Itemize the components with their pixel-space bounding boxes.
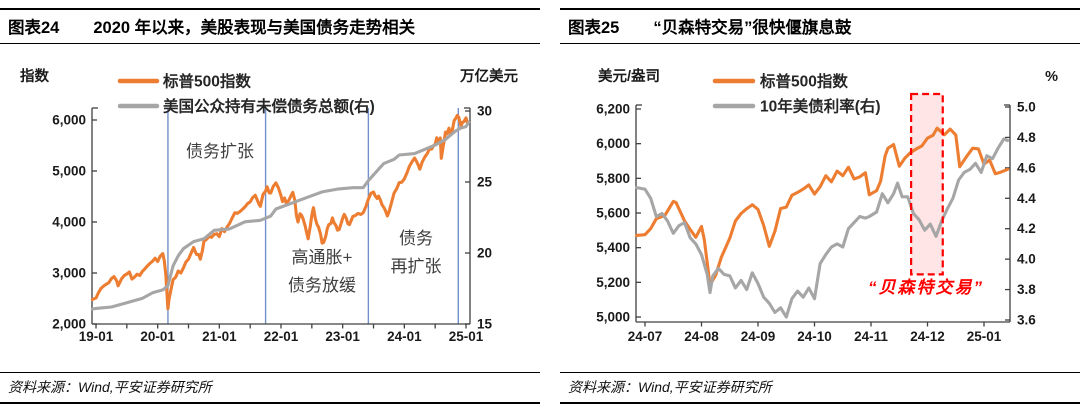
us-public-debt-legend-label: 美国公众持有未偿债务总额(右) (163, 97, 375, 116)
right-tick-label: 4.0 (1017, 252, 1036, 267)
highlight-rect-fill (911, 94, 943, 275)
right-axis-unit-label: 万亿美元 (459, 67, 518, 85)
figure-tag: 图表25 (568, 19, 620, 37)
right-tick-label: 15 (477, 317, 493, 332)
x-tick-label: 24-10 (797, 329, 832, 344)
figure-25: 图表25 “贝森特交易”很快偃旗息鼓 6,200 6,000 5,800 5,600 5… (560, 8, 1080, 404)
left-tick-label: 5,600 (596, 206, 630, 221)
right-tick-label: 3.8 (1017, 282, 1036, 297)
figure-title-text: 2020 年以来，美股表现与美国债务走势相关 (93, 19, 416, 37)
figure-25-title: 图表25 “贝森特交易”很快偃旗息鼓 (560, 8, 1080, 44)
x-tick-label: 19-01 (79, 329, 114, 344)
x-tick-label: 24-09 (741, 329, 776, 344)
right-tick-label: 3.6 (1017, 313, 1036, 328)
x-tick-label: 22-01 (264, 329, 299, 344)
right-tick-label: 4.4 (1017, 191, 1036, 206)
left-tick-label: 5,400 (596, 240, 630, 255)
highlight-rect-border (910, 92, 944, 276)
chart-annotation: “贝森特交易” (868, 278, 984, 297)
chart-annotation: 再扩张 (391, 257, 442, 276)
left-tick-label: 2,000 (52, 317, 86, 332)
source-text: 资料来源：Wind,平安证券研究所 (8, 379, 212, 395)
figure-25-source: 资料来源：Wind,平安证券研究所 (560, 372, 1080, 404)
x-tick-label: 23-01 (325, 329, 360, 344)
left-tick-label: 5,000 (596, 310, 630, 325)
left-axis-unit-label: 美元/盎司 (598, 67, 660, 85)
sp500-legend-label: 标普500指数 (759, 72, 848, 91)
chart-annotation: 高通胀+ (292, 248, 353, 267)
left-tick-label: 4,000 (52, 215, 86, 230)
sp500-line (634, 126, 1010, 287)
figure-24-title: 图表24 2020 年以来，美股表现与美国债务走势相关 (0, 8, 540, 44)
x-tick-label: 21-01 (202, 329, 237, 344)
right-tick-label: 4.2 (1017, 221, 1036, 236)
x-tick-label: 24-11 (854, 329, 888, 344)
figure-24: 图表24 2020 年以来，美股表现与美国债务走势相关 6,000 5,000 4,… (0, 8, 540, 404)
source-text: 资料来源：Wind,平安证券研究所 (568, 379, 772, 395)
right-tick-label: 4.6 (1017, 160, 1036, 175)
ust10y-legend-label: 10年美债利率(右) (760, 97, 881, 116)
left-tick-label: 6,000 (596, 136, 630, 151)
figure-24-source: 资料来源：Wind,平安证券研究所 (0, 372, 540, 404)
chart-annotation: 债务 (399, 229, 433, 248)
left-axis-unit-label: 指数 (20, 67, 49, 85)
x-tick-label: 25-01 (449, 329, 484, 344)
left-tick-label: 3,000 (52, 266, 86, 281)
us-public-debt-line (90, 120, 471, 311)
x-tick-label: 20-01 (140, 329, 175, 344)
figure-tag: 图表24 (8, 19, 60, 37)
left-tick-label: 6,000 (52, 113, 86, 128)
sp500-line (90, 113, 471, 311)
figure-25-chart: 6,200 6,000 5,800 5,600 5,400 5,200 5,000 5.0 4.… (596, 67, 1058, 344)
left-tick-label: 6,200 (596, 102, 630, 117)
x-tick-label: 25-01 (967, 329, 1002, 344)
left-tick-label: 5,800 (596, 171, 630, 186)
chart-annotation: 债务放缓 (288, 276, 356, 295)
x-tick-label: 24-12 (910, 329, 945, 344)
right-tick-label: 25 (477, 175, 493, 190)
right-axis-unit-label: % (1045, 69, 1058, 85)
left-tick-label: 5,000 (52, 164, 86, 179)
chart-annotation: 债务扩张 (186, 142, 254, 161)
x-tick-label: 24-01 (387, 329, 422, 344)
left-tick-label: 5,200 (596, 275, 630, 290)
sp500-legend-label: 标普500指数 (162, 72, 251, 91)
right-tick-label: 5.0 (1017, 100, 1036, 115)
x-tick-label: 24-08 (684, 329, 719, 344)
ust10y-line (634, 137, 1010, 319)
figure-title-text: “贝森特交易”很快偃旗息鼓 (653, 19, 852, 37)
right-tick-label: 20 (477, 246, 492, 261)
right-tick-label: 30 (477, 104, 492, 119)
right-tick-label: 4.8 (1017, 130, 1036, 145)
figure-24-chart: 6,000 5,000 4,000 3,000 2,000 30 25 20 15 19-01 20… (20, 67, 518, 344)
x-tick-label: 24-07 (628, 329, 663, 344)
